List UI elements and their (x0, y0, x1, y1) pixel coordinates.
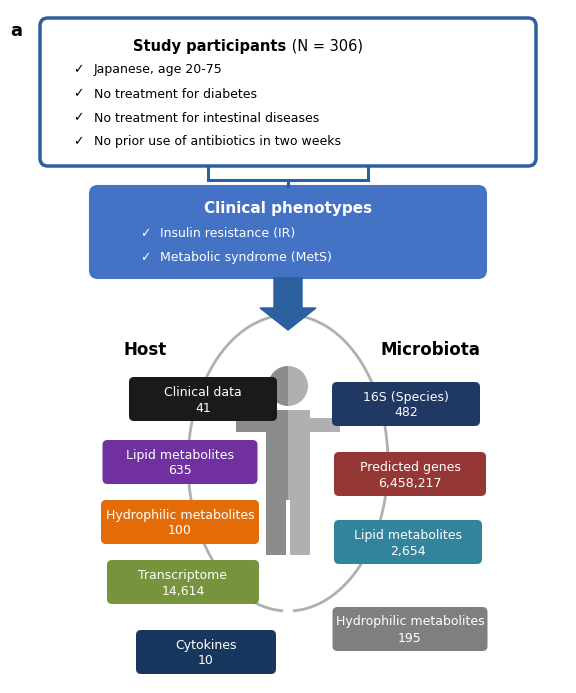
Text: Cytokines: Cytokines (175, 638, 237, 651)
Polygon shape (260, 278, 316, 330)
Text: Microbiota: Microbiota (380, 341, 480, 359)
Polygon shape (266, 410, 288, 500)
FancyBboxPatch shape (107, 560, 259, 604)
Text: Lipid metabolites: Lipid metabolites (354, 529, 462, 541)
FancyBboxPatch shape (334, 520, 482, 564)
Text: ✓: ✓ (140, 252, 150, 265)
Text: Host: Host (123, 341, 166, 359)
Text: 195: 195 (398, 631, 422, 644)
Text: ✓: ✓ (73, 64, 84, 76)
Wedge shape (288, 366, 308, 406)
Text: 14,614: 14,614 (161, 584, 204, 597)
Text: 635: 635 (168, 464, 192, 477)
Text: 16S (Species): 16S (Species) (363, 390, 449, 403)
Polygon shape (236, 418, 266, 432)
Text: No treatment for diabetes: No treatment for diabetes (94, 87, 257, 100)
Text: Lipid metabolites: Lipid metabolites (126, 448, 234, 462)
Text: (N = 306): (N = 306) (287, 39, 363, 53)
Text: Study participants: Study participants (132, 39, 286, 53)
Text: a: a (10, 22, 22, 40)
Text: Hydrophilic metabolites: Hydrophilic metabolites (336, 615, 484, 629)
Text: ✓: ✓ (73, 112, 84, 125)
Text: No treatment for intestinal diseases: No treatment for intestinal diseases (94, 112, 319, 125)
Text: Hydrophilic metabolites: Hydrophilic metabolites (105, 509, 255, 522)
Text: ✓: ✓ (73, 87, 84, 100)
Text: 10: 10 (198, 654, 214, 667)
Text: ✓: ✓ (73, 136, 84, 148)
Text: 100: 100 (168, 525, 192, 538)
Text: Predicted genes: Predicted genes (359, 461, 460, 473)
Wedge shape (268, 366, 288, 406)
Text: 41: 41 (195, 401, 211, 414)
Text: Insulin resistance (IR): Insulin resistance (IR) (160, 227, 295, 240)
FancyBboxPatch shape (334, 452, 486, 496)
Polygon shape (290, 500, 310, 555)
Text: Transcriptome: Transcriptome (138, 568, 228, 581)
Polygon shape (288, 410, 310, 500)
Text: Clinical phenotypes: Clinical phenotypes (204, 200, 372, 216)
FancyBboxPatch shape (101, 500, 259, 544)
FancyBboxPatch shape (332, 607, 487, 651)
FancyBboxPatch shape (103, 440, 257, 484)
Text: Clinical data: Clinical data (164, 385, 242, 398)
Text: Japanese, age 20-75: Japanese, age 20-75 (94, 64, 223, 76)
Text: No prior use of antibiotics in two weeks: No prior use of antibiotics in two weeks (94, 136, 341, 148)
Polygon shape (310, 418, 340, 432)
FancyBboxPatch shape (129, 377, 277, 421)
Text: 6,458,217: 6,458,217 (378, 477, 442, 489)
Text: 482: 482 (394, 407, 418, 419)
Text: 2,654: 2,654 (390, 545, 426, 557)
FancyBboxPatch shape (90, 186, 486, 278)
FancyBboxPatch shape (40, 18, 536, 166)
Text: ✓: ✓ (140, 227, 150, 240)
Polygon shape (266, 500, 286, 555)
FancyBboxPatch shape (332, 382, 480, 426)
Text: Metabolic syndrome (MetS): Metabolic syndrome (MetS) (160, 252, 332, 265)
FancyBboxPatch shape (136, 630, 276, 674)
